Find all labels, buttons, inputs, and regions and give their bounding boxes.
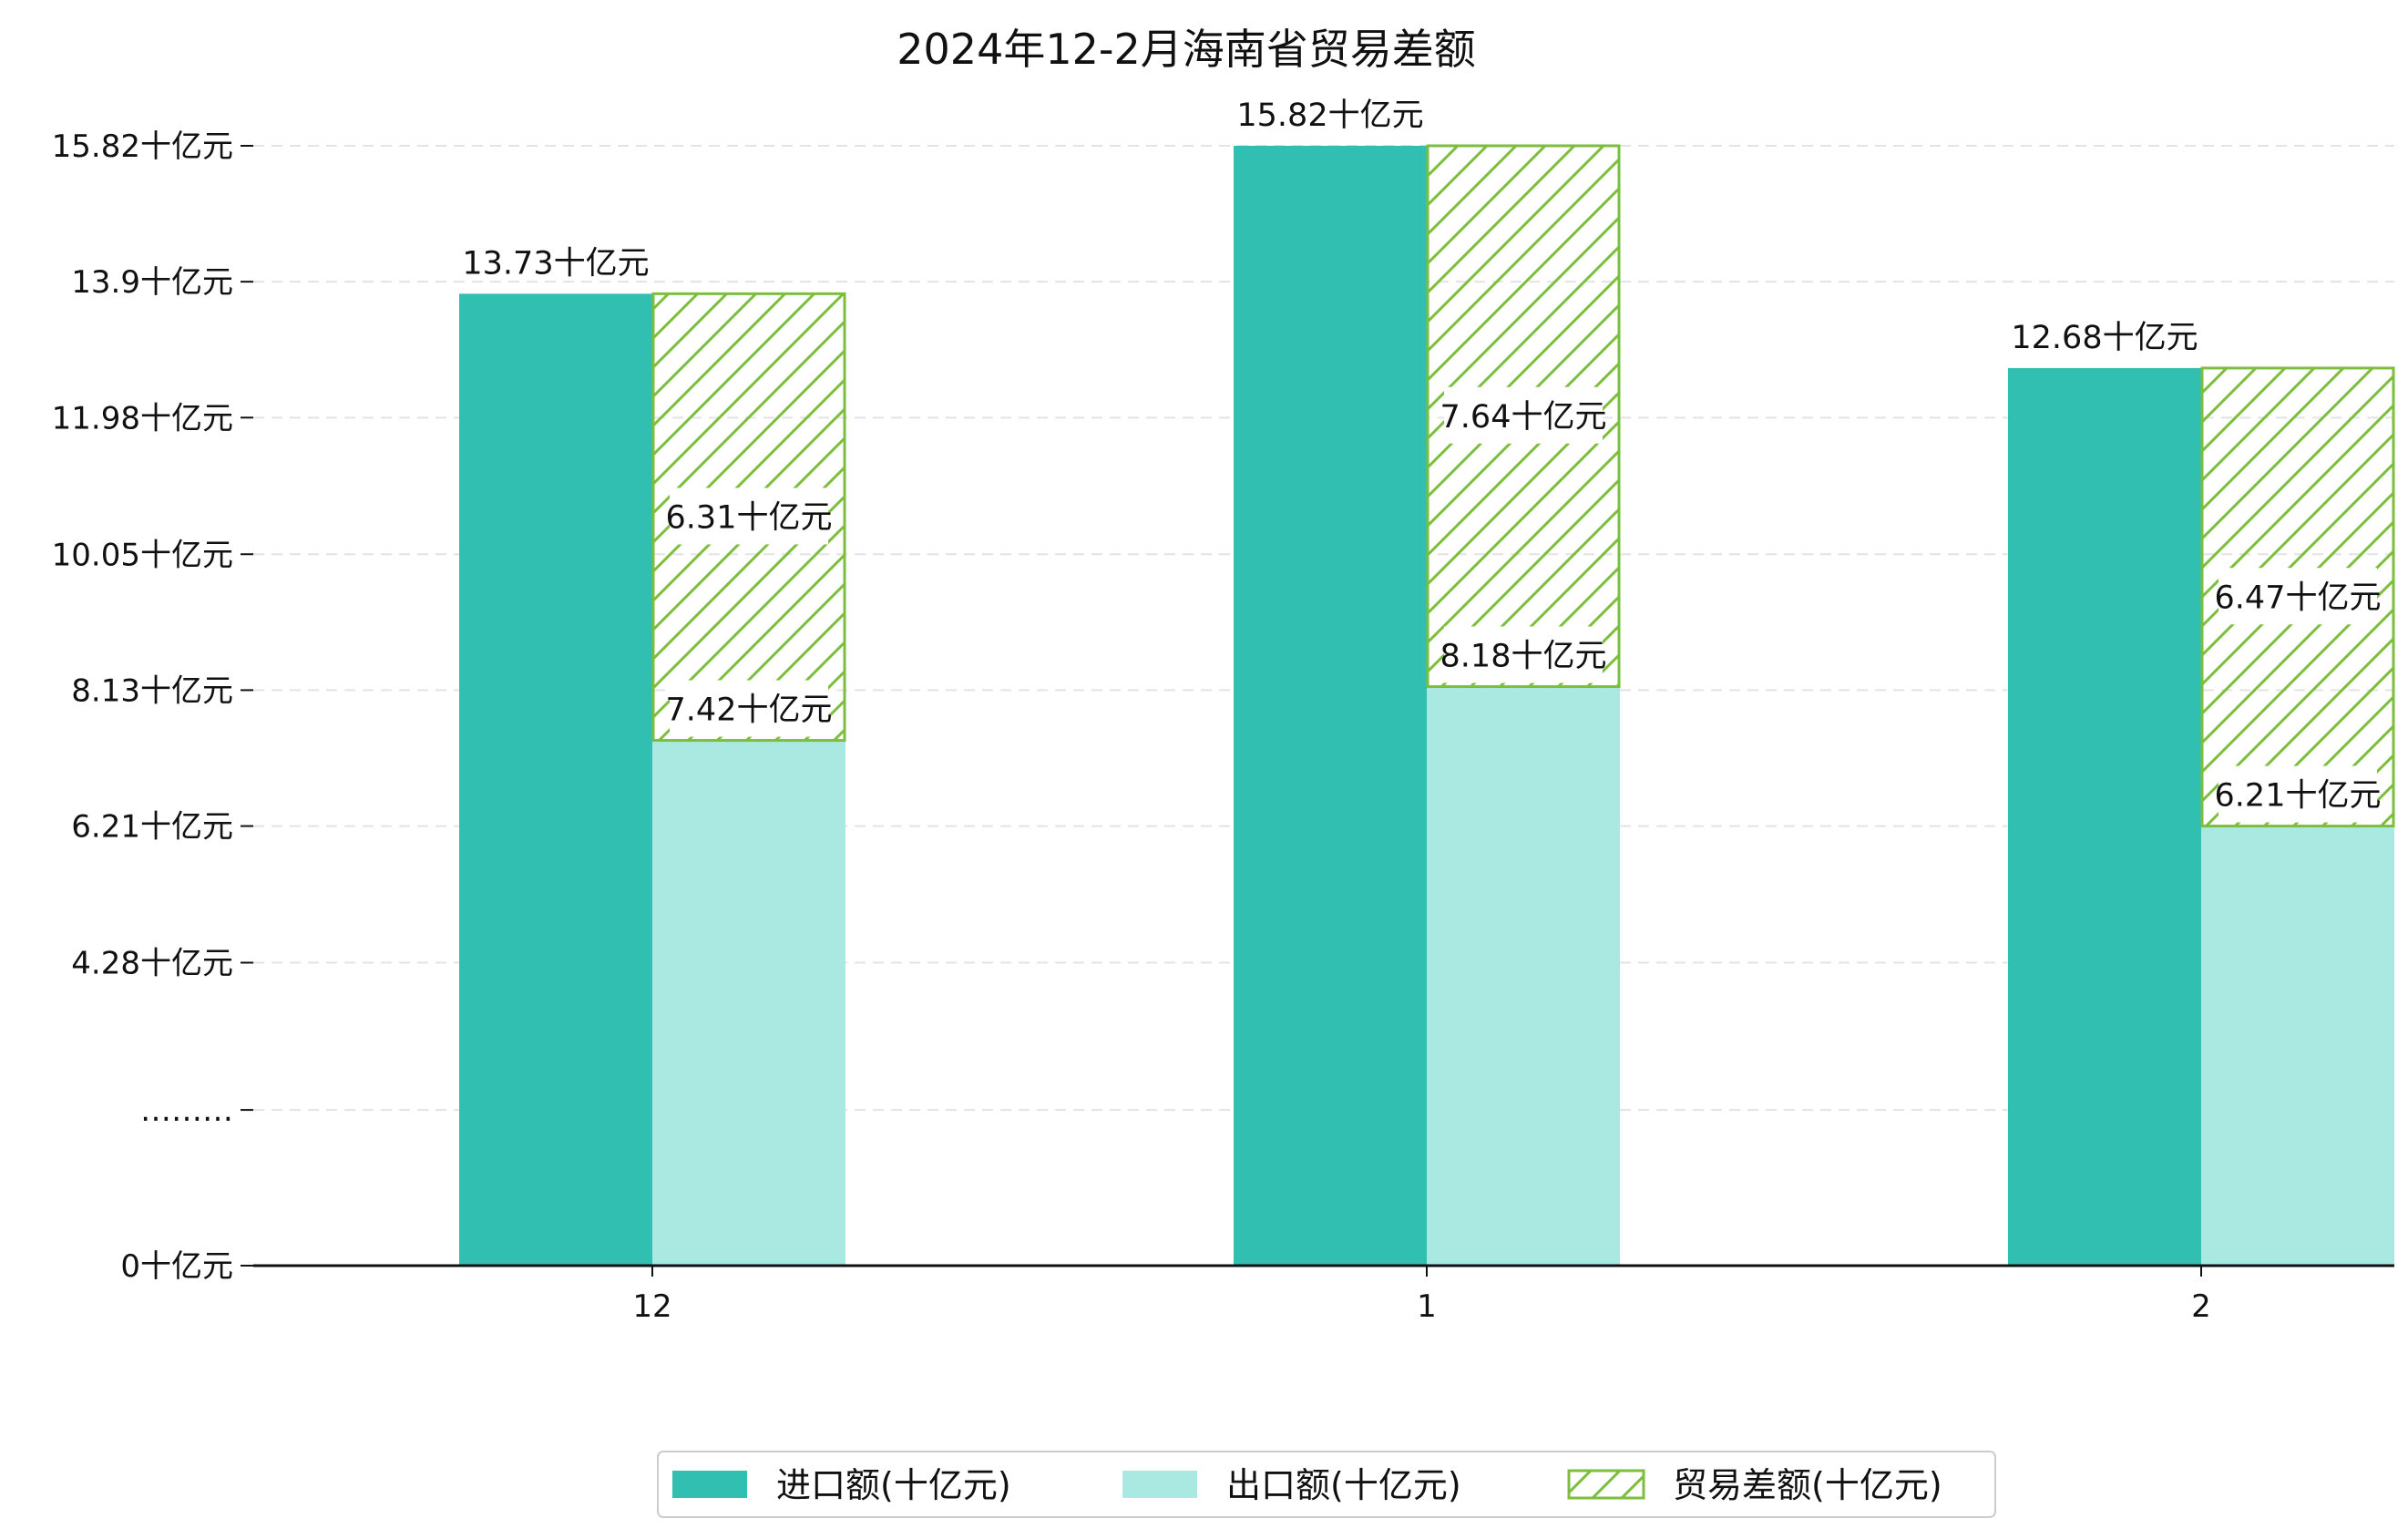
y-tick-label: 6.21十亿元 <box>71 809 233 846</box>
import-value-label: 13.73十亿元 <box>462 245 649 282</box>
legend-swatch <box>1567 1469 1645 1500</box>
x-tick-label: 2 <box>2191 1288 2211 1325</box>
export-value-label-text: 6.21十亿元 <box>2215 778 2382 815</box>
balance-value-label-text: 6.31十亿元 <box>666 499 833 536</box>
y-tick-label: 15.82十亿元 <box>52 128 233 165</box>
balance-value-label-text: 6.47十亿元 <box>2215 580 2382 616</box>
export-value-label: 6.21十亿元 <box>2215 765 2382 823</box>
axes: 0十亿元 ……… 4.28十亿元 6.21十亿元 8.13十亿元 10.05十亿元 11.9… <box>52 128 2394 1325</box>
export-value-label-background <box>1444 626 1603 683</box>
legend-box <box>657 1451 1996 1518</box>
legend-item: 贸易差额(十亿元) <box>1567 1465 1942 1505</box>
y-tick-label: 10.05十亿元 <box>52 537 233 573</box>
x-tick-label: 12 <box>632 1288 671 1325</box>
import-value-label: 15.82十亿元 <box>1236 97 1423 134</box>
balance-value-label-text: 7.64十亿元 <box>1440 399 1607 436</box>
balance-value-label-background <box>670 487 828 545</box>
balance-value-label-background <box>2218 568 2377 625</box>
y-tick-label: 11.98十亿元 <box>52 400 233 436</box>
export-value-label: 7.42十亿元 <box>666 680 833 737</box>
legend-label: 进口额(十亿元) <box>776 1465 1011 1505</box>
y-tick-label: 13.9十亿元 <box>71 264 233 301</box>
import-bar <box>459 293 652 1266</box>
chart-title: 2024年12-2月海南省贸易差额 <box>897 25 1475 74</box>
export-value-label-background <box>670 680 828 737</box>
balance-value-label: 7.64十亿元 <box>1440 386 1607 444</box>
data-labels: 13.73十亿元 7.42十亿元 6.31十亿元 15.82十亿元 8.18十亿元 7.6… <box>462 97 2381 823</box>
balance-value-label: 6.47十亿元 <box>2215 568 2382 625</box>
export-value-label-text: 8.18十亿元 <box>1440 639 1607 675</box>
export-value-label-background <box>2218 765 2377 823</box>
x-tick-label: 1 <box>1417 1288 1437 1325</box>
legend-swatch <box>672 1471 747 1498</box>
y-tick-label: ……… <box>140 1093 233 1129</box>
export-bar <box>1427 686 1620 1266</box>
balance-value-label: 6.31十亿元 <box>666 487 833 545</box>
y-tick-label: 8.13十亿元 <box>71 672 233 709</box>
export-bar <box>2201 826 2394 1266</box>
export-value-label: 8.18十亿元 <box>1440 626 1607 683</box>
import-value-label: 12.68十亿元 <box>2011 320 2198 356</box>
legend-label: 出口额(十亿元) <box>1226 1465 1461 1505</box>
export-value-label-text: 7.42十亿元 <box>666 693 833 729</box>
legend-item: 出口额(十亿元) <box>1122 1465 1461 1505</box>
legend: 进口额(十亿元) 出口额(十亿元) 贸易差额(十亿元) <box>657 1451 1996 1518</box>
y-tick-label: 0十亿元 <box>120 1248 233 1285</box>
export-bar <box>652 740 845 1266</box>
import-bar <box>2008 367 2201 1266</box>
legend-swatch <box>1122 1471 1197 1498</box>
y-tick-label: 4.28十亿元 <box>71 946 233 982</box>
import-bar <box>1234 146 1427 1266</box>
legend-label: 贸易差额(十亿元) <box>1673 1465 1942 1505</box>
balance-value-label-background <box>1444 386 1603 444</box>
legend-item: 进口额(十亿元) <box>672 1465 1011 1505</box>
